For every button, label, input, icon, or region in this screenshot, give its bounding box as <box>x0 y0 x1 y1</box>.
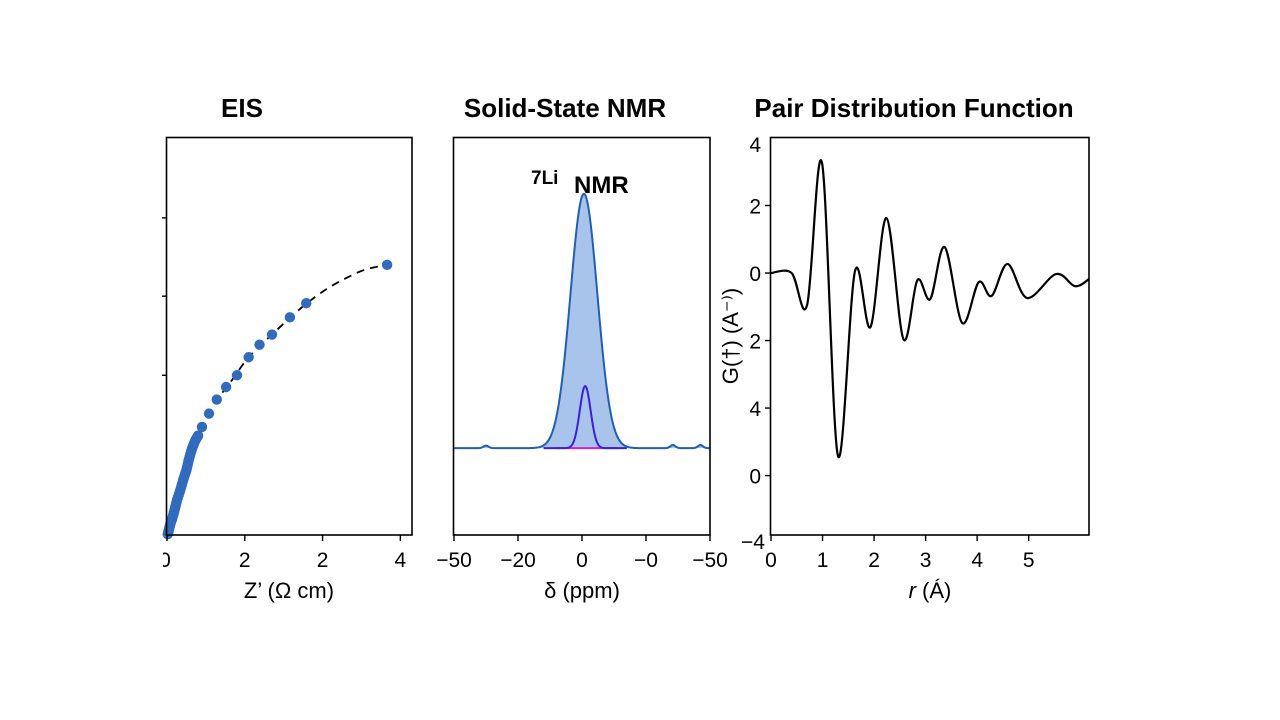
pdf-plot-area <box>770 159 1090 459</box>
pdf-y-tick-label: 2 <box>749 331 761 354</box>
pdf-x-tick-label: 4 <box>971 549 983 572</box>
eis-ticks: 0 2 2 4 <box>150 217 406 585</box>
nmr-x-axis-label: δ (ppm) <box>544 578 620 603</box>
pdf-panel: Pair Distribution Function 0123457420240… <box>718 93 1090 603</box>
pdf-x-axis-label-unit: (Á) <box>916 578 951 603</box>
eis-data-point <box>254 339 265 350</box>
eis-x-tick-label: 2 <box>317 549 329 572</box>
nmr-total-fill <box>454 193 710 449</box>
pdf-ticks: 0123457420240−4 <box>741 134 1035 572</box>
pdf-x-tick-label: 2 <box>868 549 880 572</box>
nmr-annotation-label: NMR <box>574 172 629 199</box>
nmr-x-tick-label: −50 <box>436 549 472 572</box>
eis-data-point <box>243 352 254 363</box>
pdf-y-tick-label: 4 <box>749 398 761 421</box>
nmr-x-tick-label: 0 <box>576 549 588 572</box>
eis-x-tick-label: 2 <box>239 549 251 572</box>
pdf-title: Pair Distribution Function <box>754 93 1073 123</box>
nmr-panel: Solid-State NMR 7Li NMR −50 −20 0 −0 −50 δ (… <box>436 93 728 603</box>
eis-x-tick-label: 4 <box>394 549 406 572</box>
pdf-y-tick-label: −4 <box>741 531 765 554</box>
eis-data-point <box>284 312 296 323</box>
eis-panel: EIS 0 2 2 4 Z’ (Ω cm) <box>150 93 413 603</box>
nmr-plot-area <box>454 192 711 450</box>
pdf-y-tick-label: 2 <box>749 196 761 219</box>
eis-data-point <box>301 298 312 309</box>
nmr-x-tick-label: −20 <box>500 549 536 572</box>
nmr-total-spectrum <box>454 192 711 450</box>
pdf-y-axis-label: G(†) (A⁻⁾) <box>718 288 743 384</box>
pdf-x-tick-label: 1 <box>817 549 829 572</box>
nmr-x-tick-label: −50 <box>692 549 728 572</box>
pdf-x-axis-label-symbol: r <box>909 578 918 603</box>
pdf-y-tick-label: 0 <box>749 466 761 489</box>
eis-fit-dashed-line <box>212 263 388 405</box>
pdf-axes-frame <box>769 136 1090 536</box>
nmr-title: Solid-State NMR <box>464 93 666 123</box>
eis-title: EIS <box>221 93 263 123</box>
eis-tick-label-clip <box>150 545 163 585</box>
pdf-curve <box>770 159 1090 459</box>
eis-data-point <box>266 329 278 340</box>
eis-axes-frame <box>165 136 413 536</box>
eis-data-point <box>211 394 222 405</box>
eis-x-tick-label: 0 <box>159 549 171 572</box>
nmr-ticks: −50 −20 0 −0 −50 <box>436 535 728 572</box>
nmr-component-peak <box>543 385 627 450</box>
nmr-x-tick-label: −0 <box>634 549 658 572</box>
nmr-annotation-isotope: 7Li <box>531 168 558 189</box>
pdf-x-tick-label: 3 <box>920 549 932 572</box>
eis-data-point <box>231 370 243 381</box>
eis-data-point <box>203 408 215 419</box>
eis-plot-area <box>162 259 393 540</box>
pdf-y-tick-label: 4 <box>749 134 761 157</box>
pdf-x-tick-label: 0 <box>765 549 777 572</box>
eis-data-point <box>220 381 232 393</box>
pdf-x-axis-label: r (Á) <box>909 578 952 603</box>
eis-x-axis-label: Z’ (Ω cm) <box>244 578 334 603</box>
pdf-y-tick-label: 0 <box>749 263 761 286</box>
eis-data-point <box>381 259 393 271</box>
eis-data-point <box>196 421 208 433</box>
pdf-x-tick-label: 5 <box>1023 549 1035 572</box>
eis-data-point-dense <box>162 528 174 539</box>
